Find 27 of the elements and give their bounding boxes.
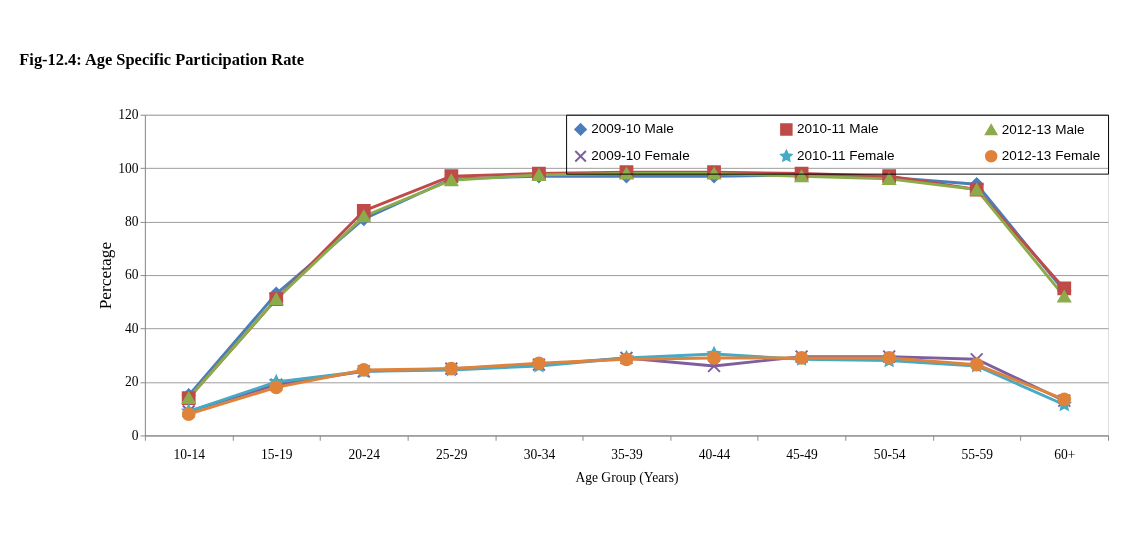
y-tick-label: 80	[125, 213, 139, 229]
y-tick-label: 120	[118, 107, 139, 123]
legend-label: 2012-13 Male	[1001, 121, 1085, 137]
x-tick-label: 25-29	[436, 447, 468, 463]
chart-title: Fig-12.4: Age Specific Participation Rate	[19, 50, 305, 70]
x-tick-label: 35-39	[611, 447, 643, 463]
x-tick-label: 15-19	[260, 447, 293, 463]
y-tick-label: 100	[118, 160, 139, 176]
x-tick-label: 10-14	[173, 447, 206, 463]
y-axis-title: Percetage	[95, 241, 115, 310]
legend-label: 2009-10 Male	[591, 121, 674, 137]
x-tick-label: 45-49	[786, 447, 819, 463]
x-tick-label: 50-54	[873, 447, 906, 463]
legend-label: 2009-10 Female	[591, 148, 690, 164]
x-axis-title: Age Group (Years)	[575, 470, 679, 487]
x-tick-label: 20-24	[348, 447, 381, 463]
y-tick-label: 40	[125, 320, 139, 336]
x-tick-label: 55-59	[961, 447, 994, 463]
x-tick-label: 40-44	[698, 447, 731, 463]
legend-label: 2010-11 Male	[796, 121, 879, 137]
legend-label: 2012-13 Female	[1001, 148, 1101, 164]
y-tick-label: 20	[125, 374, 139, 390]
y-tick-label: 60	[125, 267, 139, 283]
x-tick-label: 30-34	[523, 447, 556, 463]
legend-label: 2010-11 Female	[796, 148, 895, 164]
x-tick-label: 60+	[1054, 447, 1076, 463]
y-tick-label: 0	[131, 427, 139, 443]
